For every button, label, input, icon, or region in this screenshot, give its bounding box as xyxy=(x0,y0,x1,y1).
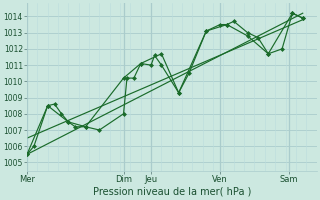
X-axis label: Pression niveau de la mer( hPa ): Pression niveau de la mer( hPa ) xyxy=(92,187,251,197)
